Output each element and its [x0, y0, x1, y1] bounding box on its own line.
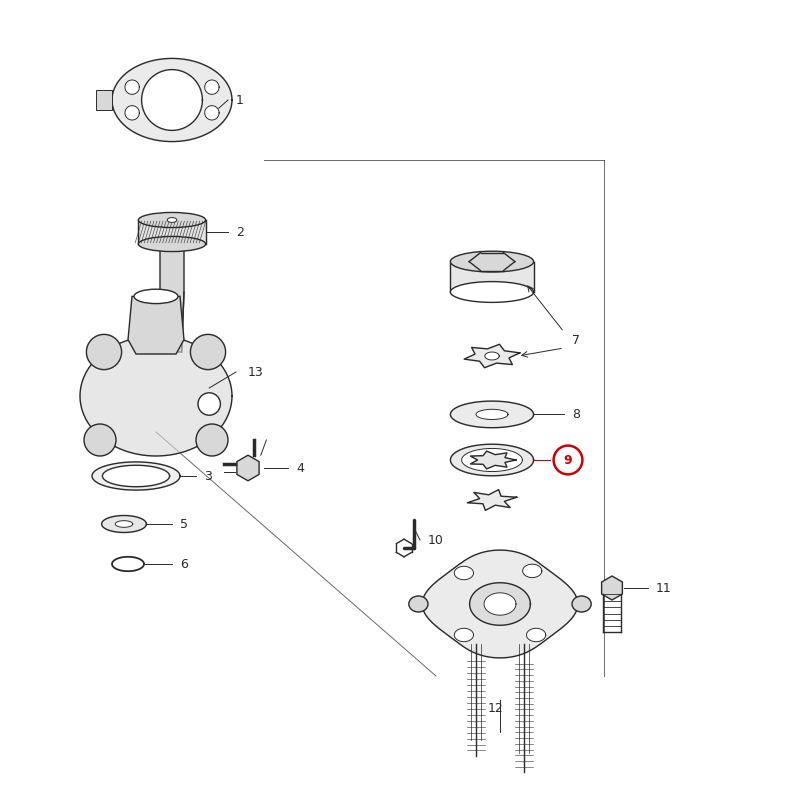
Polygon shape — [80, 336, 232, 456]
Ellipse shape — [167, 218, 177, 222]
Text: 2: 2 — [236, 226, 244, 238]
Text: 4: 4 — [296, 462, 304, 474]
Ellipse shape — [138, 213, 206, 227]
Polygon shape — [462, 449, 522, 471]
Polygon shape — [96, 90, 112, 110]
Polygon shape — [205, 106, 219, 120]
Ellipse shape — [450, 251, 534, 272]
Text: 3: 3 — [204, 470, 212, 482]
Text: 9: 9 — [564, 454, 572, 466]
Text: 5: 5 — [180, 518, 188, 530]
Polygon shape — [115, 521, 133, 527]
Polygon shape — [476, 410, 508, 419]
Text: 1: 1 — [236, 94, 244, 106]
Polygon shape — [485, 352, 499, 360]
Polygon shape — [467, 490, 517, 510]
Ellipse shape — [138, 237, 206, 251]
Polygon shape — [450, 262, 534, 292]
Polygon shape — [464, 344, 520, 368]
Polygon shape — [450, 401, 534, 428]
Polygon shape — [142, 70, 202, 130]
Polygon shape — [237, 455, 259, 481]
Text: 12: 12 — [488, 702, 504, 714]
Circle shape — [190, 334, 226, 370]
Circle shape — [84, 424, 116, 456]
Text: 8: 8 — [572, 408, 580, 421]
Polygon shape — [92, 462, 180, 490]
Polygon shape — [125, 106, 139, 120]
Ellipse shape — [409, 596, 428, 612]
Polygon shape — [522, 564, 542, 578]
Text: 10: 10 — [428, 534, 444, 546]
Polygon shape — [160, 244, 184, 352]
Polygon shape — [470, 451, 516, 469]
Polygon shape — [205, 80, 219, 94]
Polygon shape — [422, 550, 578, 658]
Circle shape — [196, 424, 228, 456]
Polygon shape — [526, 628, 546, 642]
Polygon shape — [125, 80, 139, 94]
Polygon shape — [102, 515, 146, 533]
Polygon shape — [112, 58, 232, 142]
Polygon shape — [470, 582, 530, 626]
Polygon shape — [454, 628, 474, 642]
Polygon shape — [484, 593, 516, 615]
Text: 7: 7 — [572, 334, 580, 346]
Text: 6: 6 — [180, 558, 188, 570]
Polygon shape — [450, 444, 534, 476]
Circle shape — [86, 334, 122, 370]
Ellipse shape — [572, 596, 591, 612]
Polygon shape — [454, 566, 474, 580]
Ellipse shape — [134, 290, 178, 304]
Polygon shape — [602, 576, 622, 600]
Polygon shape — [102, 466, 170, 486]
Text: 11: 11 — [656, 582, 672, 594]
Text: 13: 13 — [248, 366, 264, 378]
Ellipse shape — [450, 282, 534, 302]
Circle shape — [198, 393, 221, 415]
Polygon shape — [128, 297, 184, 354]
